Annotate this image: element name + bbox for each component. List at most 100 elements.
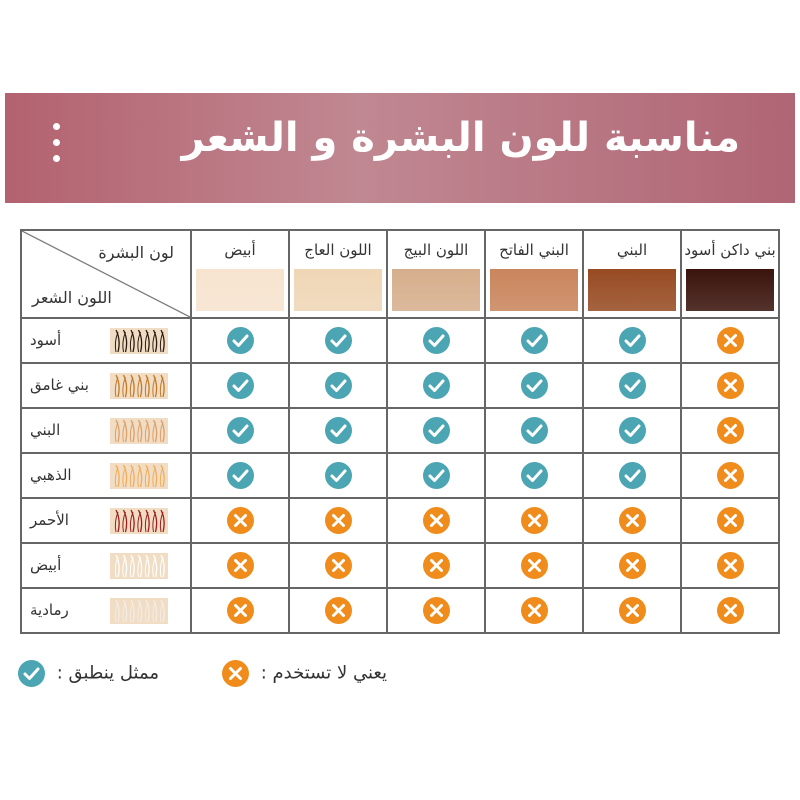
compat-cell bbox=[288, 407, 388, 454]
compat-cell bbox=[386, 497, 486, 544]
skin-tone-column: اللون البيج bbox=[386, 229, 486, 319]
hair-strand-icon bbox=[110, 463, 168, 489]
table-row: بني غامق bbox=[20, 362, 780, 409]
check-icon bbox=[226, 462, 254, 489]
compat-cell bbox=[190, 362, 290, 409]
legend-applies: ممثل ينطبق : bbox=[18, 660, 159, 687]
compat-cell bbox=[288, 542, 388, 589]
compat-cell bbox=[190, 587, 290, 634]
check-icon bbox=[422, 327, 450, 354]
compat-cell bbox=[288, 317, 388, 364]
compat-cell bbox=[190, 452, 290, 499]
compat-cell bbox=[680, 587, 780, 634]
cross-icon bbox=[716, 552, 744, 579]
compat-cell bbox=[680, 317, 780, 364]
table-row: أسود bbox=[20, 317, 780, 364]
cross-icon bbox=[422, 552, 450, 579]
cross-icon bbox=[222, 660, 249, 687]
hair-strand-icon bbox=[110, 373, 168, 399]
check-icon bbox=[324, 462, 352, 489]
compat-cell bbox=[190, 497, 290, 544]
cross-icon bbox=[520, 507, 548, 534]
skin-tone-label: أبيض bbox=[224, 241, 256, 259]
hair-color-label: أبيض bbox=[30, 556, 62, 574]
skin-tone-column: أبيض bbox=[190, 229, 290, 319]
hair-color-cell: رمادية bbox=[20, 587, 192, 634]
cross-icon bbox=[422, 597, 450, 624]
title-banner: مناسبة للون البشرة و الشعر bbox=[5, 93, 795, 203]
check-icon bbox=[226, 372, 254, 399]
compat-cell bbox=[484, 362, 584, 409]
hair-color-cell: بني غامق bbox=[20, 362, 192, 409]
compat-cell bbox=[582, 452, 682, 499]
cross-icon bbox=[618, 507, 646, 534]
compat-cell bbox=[190, 317, 290, 364]
check-icon bbox=[324, 372, 352, 399]
skin-tone-label: بني داكن أسود bbox=[684, 241, 776, 259]
compat-cell bbox=[190, 407, 290, 454]
cross-icon bbox=[716, 462, 744, 489]
hair-color-cell: أسود bbox=[20, 317, 192, 364]
compat-cell bbox=[582, 542, 682, 589]
cross-icon bbox=[226, 597, 254, 624]
cross-icon bbox=[520, 597, 548, 624]
hair-strand-icon bbox=[110, 553, 168, 579]
skin-tone-column: اللون العاج bbox=[288, 229, 388, 319]
legend-do-not-use: يعني لا تستخدم : bbox=[222, 660, 387, 687]
compat-cell bbox=[680, 497, 780, 544]
hair-color-label: البني bbox=[30, 421, 61, 439]
cross-icon bbox=[324, 597, 352, 624]
compat-cell bbox=[680, 542, 780, 589]
skin-tone-label: اللون البيج bbox=[403, 241, 469, 259]
cross-icon bbox=[716, 417, 744, 444]
table-row: الأحمر bbox=[20, 497, 780, 544]
hair-strand-icon bbox=[110, 328, 168, 354]
check-icon bbox=[324, 417, 352, 444]
compat-cell bbox=[484, 587, 584, 634]
hair-color-cell: الذهبي bbox=[20, 452, 192, 499]
more-dots-icon bbox=[53, 123, 61, 171]
hair-color-label: رمادية bbox=[30, 601, 69, 619]
check-icon bbox=[226, 327, 254, 354]
compat-cell bbox=[386, 317, 486, 364]
check-icon bbox=[520, 327, 548, 354]
compat-cell bbox=[386, 542, 486, 589]
cross-icon bbox=[226, 552, 254, 579]
compat-cell bbox=[582, 587, 682, 634]
compatibility-table: لون البشرة اللون الشعر أبيض اللون العاج ال… bbox=[20, 229, 780, 634]
skin-swatch bbox=[686, 269, 774, 311]
compat-cell bbox=[680, 407, 780, 454]
hair-color-cell: الأحمر bbox=[20, 497, 192, 544]
legend-do-not-use-label: يعني لا تستخدم : bbox=[260, 662, 388, 684]
check-icon bbox=[422, 462, 450, 489]
compat-cell bbox=[680, 452, 780, 499]
skin-swatch bbox=[294, 269, 382, 311]
compat-cell bbox=[680, 362, 780, 409]
compat-cell bbox=[386, 452, 486, 499]
skin-tone-label: البني الفاتح bbox=[499, 241, 569, 259]
table-row: رمادية bbox=[20, 587, 780, 634]
hair-color-cell: أبيض bbox=[20, 542, 192, 589]
compat-cell bbox=[288, 497, 388, 544]
check-icon bbox=[520, 372, 548, 399]
compat-cell bbox=[582, 317, 682, 364]
check-icon bbox=[618, 462, 646, 489]
table-row: الذهبي bbox=[20, 452, 780, 499]
compat-cell bbox=[288, 452, 388, 499]
skin-swatch bbox=[392, 269, 480, 311]
cross-icon bbox=[716, 597, 744, 624]
compat-cell bbox=[484, 542, 584, 589]
compat-cell bbox=[484, 407, 584, 454]
skin-tone-label: اللون العاج bbox=[304, 241, 372, 259]
compat-cell bbox=[386, 587, 486, 634]
hair-color-label: الأحمر bbox=[30, 511, 69, 529]
skin-swatch bbox=[588, 269, 676, 311]
skin-swatch bbox=[490, 269, 578, 311]
check-icon bbox=[520, 417, 548, 444]
check-icon bbox=[520, 462, 548, 489]
check-icon bbox=[324, 327, 352, 354]
cross-icon bbox=[324, 552, 352, 579]
skin-swatch bbox=[196, 269, 284, 311]
cross-icon bbox=[618, 552, 646, 579]
hair-color-cell: البني bbox=[20, 407, 192, 454]
